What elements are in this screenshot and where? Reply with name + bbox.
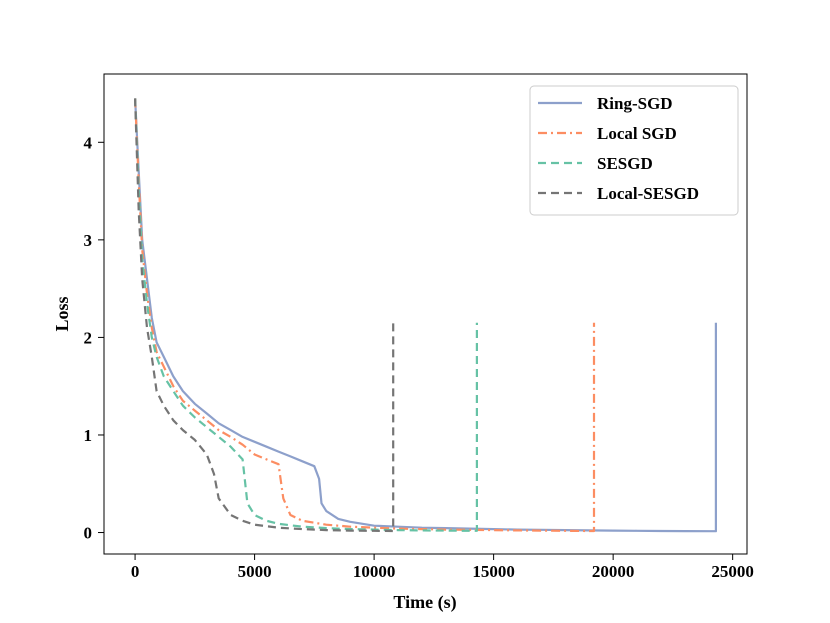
legend-label-local-sesgd: Local-SESGD [597, 184, 699, 203]
x-tick-label: 0 [131, 562, 140, 581]
legend-box [529, 85, 739, 216]
y-tick-label: 2 [84, 328, 93, 347]
series-line-local-sgd [134, 98, 596, 533]
x-tick-label: 25000 [711, 562, 754, 581]
legend-label-ring-sgd: Ring-SGD [597, 94, 673, 113]
y-axis-label: Loss [52, 296, 72, 331]
series-line-sesgd [134, 98, 478, 532]
legend-label-sesgd: SESGD [597, 154, 653, 173]
legend-label-local-sgd: Local SGD [597, 124, 677, 143]
x-tick-label: 10000 [353, 562, 396, 581]
series-line-local-sesgd [134, 98, 395, 533]
legend-entries: Ring-SGD Local SGD SESGD Local-SESGD [538, 94, 699, 203]
x-ticks: 0 5000 10000 15000 20000 25000 [131, 554, 754, 581]
y-tick-label: 1 [84, 426, 93, 445]
y-tick-label: 3 [84, 231, 93, 250]
y-tick-label: 4 [84, 133, 93, 152]
y-tick-label: 0 [84, 524, 93, 543]
x-tick-label: 15000 [472, 562, 515, 581]
legend: Ring-SGD Local SGD SESGD Local-SESGD [529, 85, 739, 216]
series-layer [134, 98, 718, 533]
x-axis-label: Time (s) [393, 592, 456, 613]
x-tick-label: 5000 [238, 562, 272, 581]
x-tick-label: 20000 [592, 562, 635, 581]
y-ticks: 0 1 2 3 4 [84, 133, 104, 543]
plot-frame [103, 73, 748, 555]
